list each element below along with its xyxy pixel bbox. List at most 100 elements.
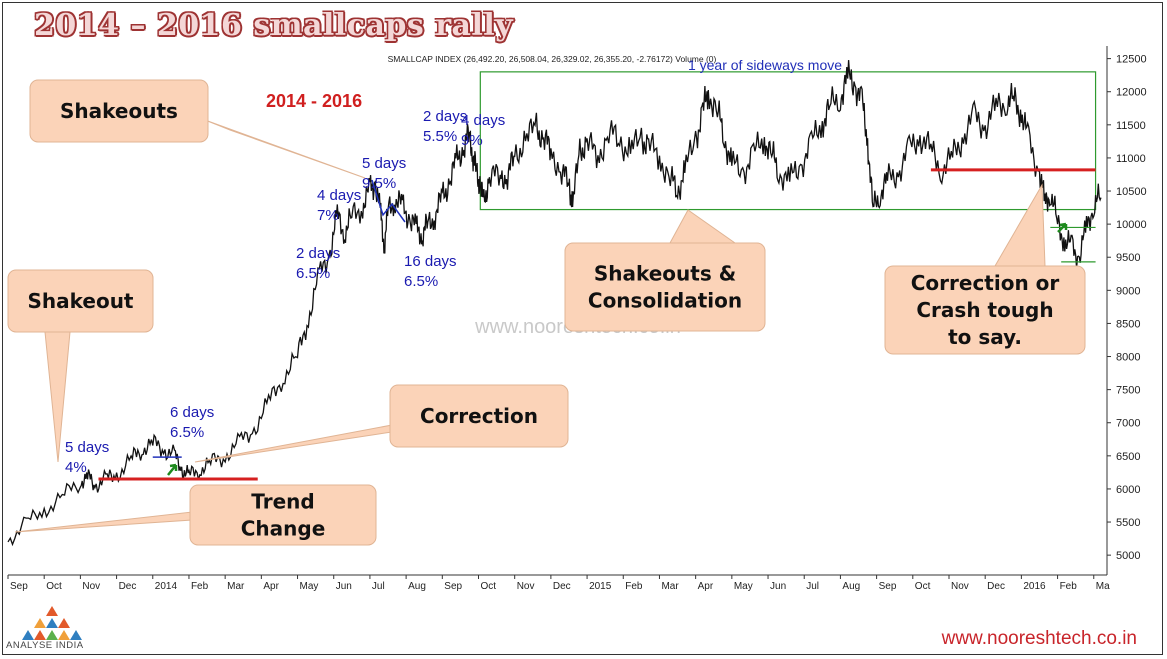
x-tick-label: Oct (915, 581, 931, 592)
y-tick-label: 11000 (1116, 153, 1146, 165)
y-tick-label: 8500 (1116, 318, 1140, 330)
annotation-pct: 6.5% (296, 265, 330, 282)
y-tick-label: 12000 (1116, 87, 1147, 99)
x-tick-label: Feb (625, 581, 643, 592)
callout-tail (669, 209, 737, 244)
x-tick-label: Dec (119, 581, 137, 592)
x-tick-label: Dec (553, 581, 571, 592)
callout-box (189, 484, 377, 546)
callouts: Shakeouts Shakeout Correction Trend Change Sh… (7, 79, 1086, 546)
annotation-pct: 6.5% (404, 273, 438, 290)
x-tick-label: Oct (46, 581, 62, 592)
callout-text: Crash tough (916, 298, 1053, 322)
annotation-days: 2 days (296, 245, 340, 262)
x-tick-label: Jun (336, 581, 352, 592)
x-tick-label: Ma (1096, 581, 1110, 592)
x-tick-label: Oct (480, 581, 496, 592)
x-tick-label: Mar (661, 581, 679, 592)
annotation-pct: 5.5% (423, 128, 457, 145)
sideways-box (479, 71, 1097, 211)
up-arrow-icon (1057, 222, 1068, 233)
y-tick-label: 10000 (1116, 219, 1147, 231)
callout-text: Change (241, 517, 326, 541)
callout-tail (994, 183, 1046, 267)
callout-text: Correction (420, 404, 538, 428)
annotation-pct: 9.5% (362, 175, 396, 192)
sideways-box-label: 1 year of sideways move (688, 57, 842, 73)
y-tick-label: 8000 (1116, 352, 1140, 364)
x-tick-label: Jul (806, 581, 819, 592)
x-tick-label: 2015 (589, 581, 612, 592)
x-tick-label: Nov (517, 581, 535, 592)
callout-text: Trend (251, 490, 314, 514)
slide-title: 2014 – 2016 smallcaps rally (34, 8, 514, 43)
x-tick-label: Apr (698, 581, 714, 592)
y-tick-label: 9000 (1116, 285, 1140, 297)
y-tick-label: 11500 (1116, 120, 1146, 132)
callout-tail (194, 424, 393, 463)
annotation-pct: 6.5% (170, 424, 204, 441)
callout-text: to say. (948, 325, 1022, 349)
price-series-line (7, 60, 1102, 547)
y-tick-label: 5500 (1116, 517, 1140, 529)
analyse-india-logo-icon (22, 606, 82, 640)
support-lines (98, 168, 1096, 481)
annotation-pct: 4% (65, 459, 87, 476)
callout-box (7, 269, 154, 333)
callout-text: Consolidation (588, 289, 742, 313)
annotation-days: 5 days (362, 155, 406, 172)
x-tick-label: Sep (444, 581, 462, 592)
annotation-days: 6 days (170, 404, 214, 421)
up-arrow-icon (167, 463, 178, 476)
y-tick-label: 7500 (1116, 385, 1140, 397)
annotation-pct: 9% (461, 132, 483, 149)
x-tick-label: Mar (227, 581, 245, 592)
x-tick-label: Aug (408, 581, 426, 592)
callout-text: Shakeout (27, 289, 133, 313)
y-tick-label: 12500 (1116, 54, 1147, 66)
sideways-box-rect (479, 71, 1097, 211)
period-label: 2014 - 2016 (266, 91, 362, 111)
x-tick-label: Nov (82, 581, 100, 592)
x-tick-label: Sep (10, 581, 28, 592)
callout-tail (204, 119, 366, 179)
move-annotations: 5 days 4% 6 days 6.5% 2 days 6.5% 4 days 7% 5 da… (65, 108, 505, 476)
y-tick-label: 5000 (1116, 550, 1140, 562)
x-tick-label: Aug (842, 581, 860, 592)
callout-box (389, 384, 569, 448)
callout-box (564, 242, 766, 332)
annotation-days: 4 days (461, 112, 505, 129)
x-tick-label: Feb (191, 581, 209, 592)
x-tick-label: Nov (951, 581, 969, 592)
annotation-pct: 7% (317, 207, 339, 224)
annotation-stroke (371, 179, 406, 223)
x-tick-label: Sep (879, 581, 897, 592)
y-tick-label: 10500 (1116, 186, 1147, 198)
callout-box (29, 79, 209, 143)
x-tick-label: Apr (263, 581, 279, 592)
x-tick-label: Dec (987, 581, 1005, 592)
chart-subtitle: SMALLCAP INDEX (26,492.20, 26,508.04, 26… (388, 54, 717, 64)
callout-box (884, 265, 1086, 355)
x-tick-label: Feb (1060, 581, 1078, 592)
y-tick-label: 9500 (1116, 252, 1140, 264)
y-tick-label: 6000 (1116, 484, 1140, 496)
x-tick-label: Jun (770, 581, 786, 592)
x-tick-label: 2014 (155, 581, 178, 592)
chart-axes: 5000 5500 6000 6500 7000 7500 8000 8500 9000 9500… (7, 46, 1147, 592)
callout-text: Shakeouts & (594, 262, 736, 286)
annotation-days: 4 days (317, 187, 361, 204)
footer-website-link[interactable]: www.nooreshtech.co.in (941, 628, 1137, 649)
annotation-days: 2 days (423, 108, 467, 125)
x-tick-label: 2016 (1023, 581, 1046, 592)
annotation-days: 16 days (404, 253, 457, 270)
callout-text: Shakeouts (60, 99, 178, 123)
annotation-days: 5 days (65, 439, 109, 456)
y-tick-label: 7000 (1116, 418, 1140, 430)
callout-text: Correction or (911, 271, 1060, 295)
logo-text: ANALYSE INDIA (6, 640, 84, 651)
y-tick-label: 6500 (1116, 451, 1140, 463)
x-tick-label: May (734, 581, 753, 592)
